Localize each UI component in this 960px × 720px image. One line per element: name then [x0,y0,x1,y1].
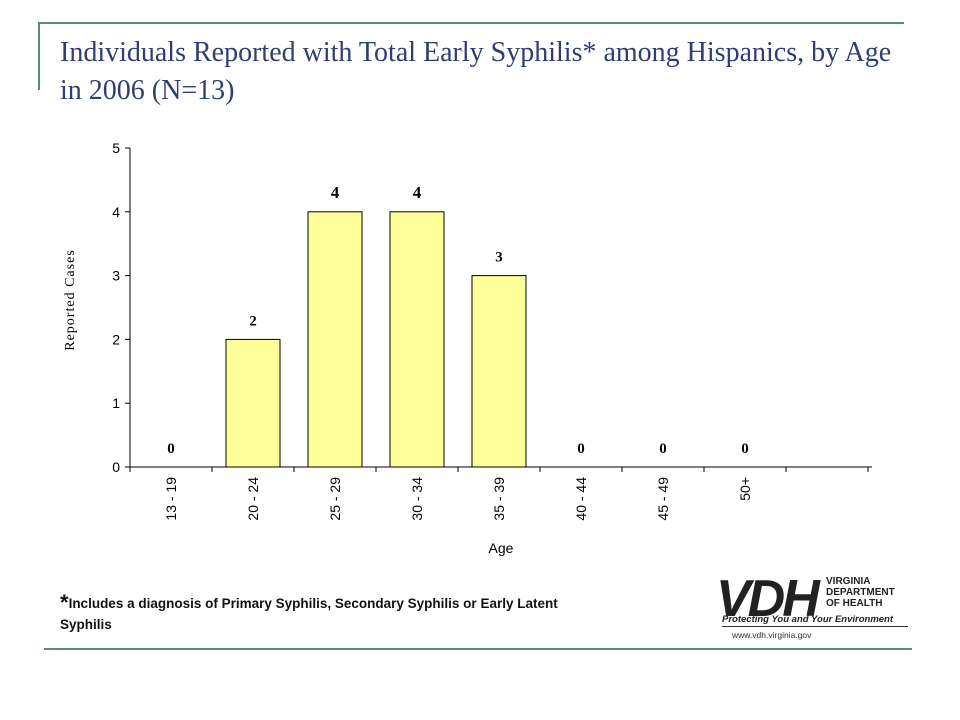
vdh-dept-line: DEPARTMENT [826,587,895,598]
x-tick-label: 40 - 44 [573,477,589,521]
frame-bottom-rule [44,648,912,650]
footnote-text: Includes a diagnosis of Primary Syphilis… [60,596,558,632]
footnote-asterisk: * [60,590,69,615]
footnote: *Includes a diagnosis of Primary Syphili… [60,592,580,635]
vdh-logo: VDH VIRGINIA DEPARTMENT OF HEALTH Protec… [716,570,908,648]
frame-left-rule [38,22,40,90]
bar-data-label: 0 [577,441,585,457]
x-tick-label: 50+ [737,477,753,501]
y-tick-label: 4 [112,204,120,220]
bar [471,275,527,468]
y-tick-label: 1 [112,395,120,411]
bar-data-label: 2 [249,313,257,329]
x-tick-label: 45 - 49 [655,477,671,521]
frame-top-rule [38,22,904,24]
x-tick-label: 25 - 29 [327,477,343,521]
bar-data-label: 0 [659,441,667,457]
slide-title: Individuals Reported with Total Early Sy… [60,37,892,106]
bar-data-label: 4 [331,183,340,202]
vdh-dept-line: VIRGINIA [826,576,871,587]
bar [225,338,281,468]
bar-data-label: 0 [167,441,175,457]
vdh-logo-tagline: Protecting You and Your Environment [722,614,908,627]
bar-data-label: 0 [741,441,749,457]
y-axis-title: Reported Cases [63,249,78,350]
x-axis-title: Age [489,540,514,556]
bar [389,211,445,468]
bar [307,211,363,468]
x-tick-label: 20 - 24 [245,477,261,521]
x-tick-label: 30 - 34 [409,477,425,521]
x-tick-label: 35 - 39 [491,477,507,521]
y-tick-label: 0 [112,459,120,475]
vdh-dept-line: OF HEALTH [826,598,883,609]
y-tick-label: 5 [112,140,120,156]
vdh-logo-department: VIRGINIA DEPARTMENT OF HEALTH [826,576,910,609]
x-tick-label: 13 - 19 [163,477,179,521]
vdh-logo-mark: VDH [716,570,820,628]
y-tick-label: 3 [112,268,120,284]
vdh-logo-url: www.vdh.virginia.gov [732,630,812,640]
bar-data-label: 3 [495,250,503,266]
y-tick-label: 2 [112,331,120,347]
bar-data-label: 4 [413,183,422,202]
